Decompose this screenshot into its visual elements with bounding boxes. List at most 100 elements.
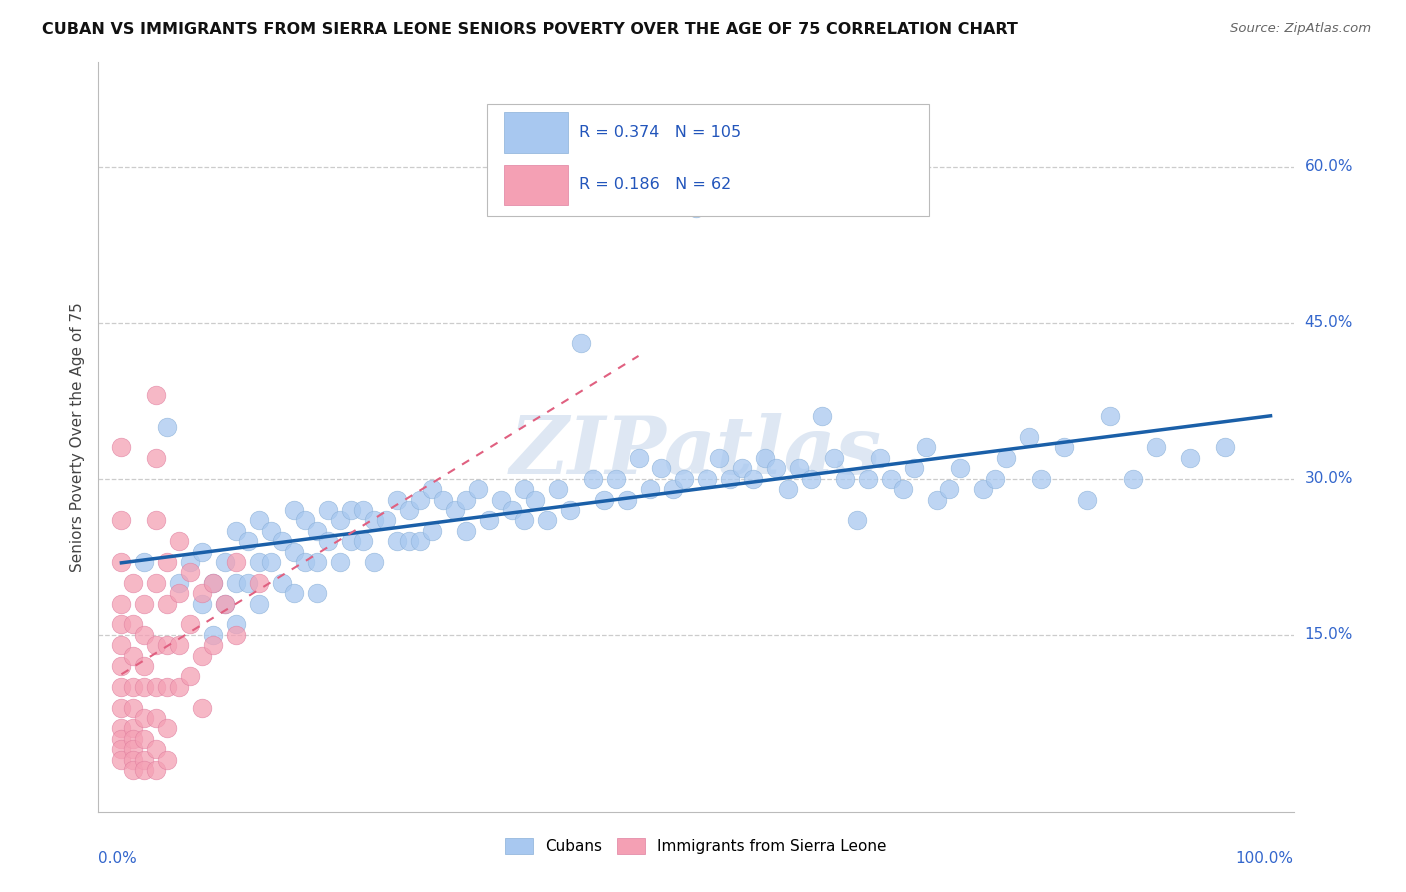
Point <box>673 472 696 486</box>
Point <box>685 201 707 215</box>
Point <box>432 492 454 507</box>
Point <box>110 742 132 756</box>
Point <box>489 492 512 507</box>
Point <box>524 492 547 507</box>
Point <box>202 638 225 652</box>
Point <box>110 597 132 611</box>
Point <box>110 731 132 746</box>
Point <box>247 597 270 611</box>
Point <box>179 617 201 632</box>
Point <box>134 711 156 725</box>
Point <box>638 482 661 496</box>
Point <box>456 524 478 538</box>
Point <box>352 534 374 549</box>
Point <box>122 680 145 694</box>
Point <box>363 555 385 569</box>
Point <box>420 482 443 496</box>
Point <box>145 763 167 777</box>
Point <box>214 597 236 611</box>
Point <box>122 722 145 736</box>
Point <box>145 680 167 694</box>
Point <box>134 555 156 569</box>
Point <box>110 700 132 714</box>
Point <box>352 503 374 517</box>
Point <box>110 555 132 569</box>
Point <box>247 575 270 590</box>
Point <box>834 472 856 486</box>
Point <box>1213 441 1236 455</box>
Point <box>179 555 201 569</box>
Point <box>202 575 225 590</box>
Point <box>569 336 592 351</box>
Point <box>110 659 132 673</box>
Point <box>110 441 132 455</box>
Point <box>1122 472 1144 486</box>
Point <box>858 472 880 486</box>
Point <box>547 482 569 496</box>
Text: R = 0.374   N = 105: R = 0.374 N = 105 <box>579 125 741 140</box>
Point <box>409 492 432 507</box>
Point <box>225 555 247 569</box>
Point <box>260 555 283 569</box>
Point <box>191 586 214 600</box>
Point <box>1178 450 1201 465</box>
FancyBboxPatch shape <box>486 103 929 216</box>
Text: 45.0%: 45.0% <box>1305 315 1353 330</box>
FancyBboxPatch shape <box>503 112 568 153</box>
Point <box>949 461 972 475</box>
Point <box>134 659 156 673</box>
Point <box>316 503 339 517</box>
Point <box>191 648 214 663</box>
Point <box>122 731 145 746</box>
Point <box>122 763 145 777</box>
Point <box>1053 441 1076 455</box>
Point <box>167 534 190 549</box>
Point <box>271 534 294 549</box>
Point <box>179 669 201 683</box>
Point <box>122 648 145 663</box>
Point <box>191 544 214 558</box>
Point <box>214 597 236 611</box>
Point <box>156 555 179 569</box>
Point <box>776 482 799 496</box>
Point <box>236 575 259 590</box>
Point <box>294 555 316 569</box>
Text: 0.0%: 0.0% <box>98 851 138 865</box>
Point <box>731 461 754 475</box>
Point <box>305 524 328 538</box>
Point <box>398 534 420 549</box>
Point <box>340 534 363 549</box>
Point <box>903 461 925 475</box>
Point <box>202 575 225 590</box>
Legend: Cubans, Immigrants from Sierra Leone: Cubans, Immigrants from Sierra Leone <box>499 832 893 860</box>
Point <box>1018 430 1040 444</box>
Point <box>156 597 179 611</box>
Point <box>512 482 534 496</box>
Point <box>363 513 385 527</box>
Point <box>110 722 132 736</box>
Point <box>789 461 811 475</box>
Point <box>765 461 787 475</box>
Point <box>593 492 616 507</box>
Point <box>616 492 638 507</box>
Point <box>145 513 167 527</box>
Point <box>581 472 603 486</box>
Point <box>122 742 145 756</box>
Point <box>1029 472 1052 486</box>
Y-axis label: Seniors Poverty Over the Age of 75: Seniors Poverty Over the Age of 75 <box>69 302 84 572</box>
Point <box>742 472 765 486</box>
Point <box>995 450 1018 465</box>
Point <box>385 534 409 549</box>
Point <box>329 513 352 527</box>
Point <box>536 513 558 527</box>
Point <box>398 503 420 517</box>
Point <box>247 555 270 569</box>
Point <box>707 450 730 465</box>
Point <box>179 566 201 580</box>
Point <box>914 441 936 455</box>
Point <box>927 492 949 507</box>
Text: 30.0%: 30.0% <box>1305 471 1353 486</box>
Text: Source: ZipAtlas.com: Source: ZipAtlas.com <box>1230 22 1371 36</box>
Point <box>409 534 432 549</box>
Point <box>1076 492 1098 507</box>
